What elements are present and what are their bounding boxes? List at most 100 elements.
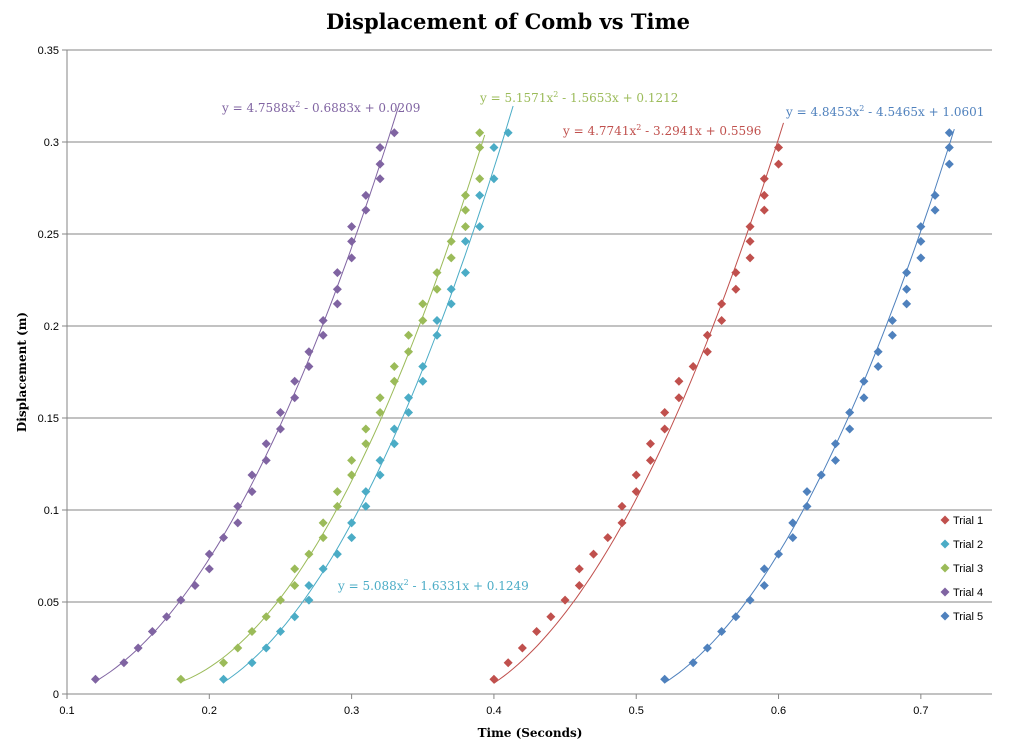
data-point: [389, 376, 399, 386]
y-tick-label: 0: [53, 689, 59, 701]
data-point: [802, 501, 812, 511]
x-tick-label: 0.6: [771, 705, 786, 717]
data-point: [347, 455, 357, 465]
data-point: [432, 284, 442, 294]
data-point: [332, 549, 342, 559]
data-point: [361, 439, 371, 449]
y-tick-label: 0.1: [44, 505, 59, 517]
data-point: [859, 376, 869, 386]
legend-marker: [940, 539, 950, 549]
trendline-trial-1: [493, 122, 784, 684]
data-point: [375, 470, 385, 480]
data-point: [432, 330, 442, 340]
data-point: [219, 658, 229, 668]
data-point: [460, 268, 470, 278]
data-point: [702, 330, 712, 340]
data-point: [247, 487, 257, 497]
data-point: [219, 533, 229, 543]
data-point: [916, 253, 926, 263]
data-point: [759, 580, 769, 590]
data-point: [731, 284, 741, 294]
legend-label: Trial 4: [953, 587, 983, 599]
data-point: [845, 407, 855, 417]
data-point: [446, 299, 456, 309]
x-tick-label: 0.5: [629, 705, 644, 717]
data-point: [603, 533, 613, 543]
data-point: [219, 674, 229, 684]
data-point: [432, 268, 442, 278]
data-point: [489, 674, 499, 684]
legend: Trial 1 Trial 2 Trial 3 Trial 4 Trial 5: [940, 515, 983, 623]
data-point: [275, 407, 285, 417]
data-point: [290, 564, 300, 574]
data-point: [290, 612, 300, 622]
data-point: [275, 626, 285, 636]
legend-label: Trial 1: [953, 515, 983, 527]
data-point: [702, 347, 712, 357]
data-point: [745, 253, 755, 263]
data-point: [560, 595, 570, 605]
data-point: [204, 564, 214, 574]
data-point: [460, 222, 470, 232]
data-point: [688, 361, 698, 371]
data-point: [347, 470, 357, 480]
data-point: [418, 315, 428, 325]
x-axis-label: Time (Seconds): [478, 726, 583, 740]
trendline-trial-2: [223, 105, 514, 683]
legend-marker: [940, 515, 950, 525]
trendline-trial-4: [95, 103, 400, 682]
data-point: [660, 424, 670, 434]
data-point: [446, 284, 456, 294]
data-point: [361, 424, 371, 434]
data-point: [375, 159, 385, 169]
data-point: [759, 174, 769, 184]
data-point: [247, 626, 257, 636]
data-point: [902, 268, 912, 278]
data-point: [404, 393, 414, 403]
data-point: [503, 128, 513, 138]
data-point: [290, 376, 300, 386]
data-point: [916, 236, 926, 246]
data-point: [318, 518, 328, 528]
data-point: [318, 330, 328, 340]
gridlines: [62, 49, 992, 699]
trendlines: [95, 103, 955, 684]
legend-item-trial-1: Trial 1: [940, 515, 983, 527]
data-point: [731, 612, 741, 622]
data-point: [475, 143, 485, 153]
trendline-trial-3: [180, 134, 486, 683]
data-point: [375, 407, 385, 417]
data-point: [802, 487, 812, 497]
data-point: [347, 518, 357, 528]
legend-marker: [940, 563, 950, 573]
y-tick-labels: 0 0.05 0.1 0.15 0.2 0.25 0.3 0.35: [38, 45, 59, 701]
equation-trial-5: y = 4.8453x2 - 4.5465x + 1.0601: [785, 104, 984, 119]
data-point: [788, 518, 798, 528]
data-point: [332, 501, 342, 511]
data-point: [731, 268, 741, 278]
data-point: [418, 376, 428, 386]
data-point: [446, 253, 456, 263]
data-point: [233, 501, 243, 511]
data-point: [475, 222, 485, 232]
data-point: [574, 580, 584, 590]
data-points: [90, 128, 954, 684]
data-point: [304, 595, 314, 605]
y-tick-label: 0.3: [44, 137, 59, 149]
data-point: [261, 439, 271, 449]
chart-title: Displacement of Comb vs Time: [326, 9, 690, 34]
data-point: [788, 533, 798, 543]
data-point: [944, 143, 954, 153]
data-point: [887, 330, 897, 340]
data-point: [674, 376, 684, 386]
x-tick-label: 0.7: [913, 705, 928, 717]
data-point: [717, 299, 727, 309]
data-point: [460, 205, 470, 215]
data-point: [304, 580, 314, 590]
data-point: [489, 174, 499, 184]
data-point: [275, 424, 285, 434]
data-point: [774, 549, 784, 559]
y-tick-label: 0.05: [38, 597, 59, 609]
data-point: [574, 564, 584, 574]
data-point: [290, 393, 300, 403]
